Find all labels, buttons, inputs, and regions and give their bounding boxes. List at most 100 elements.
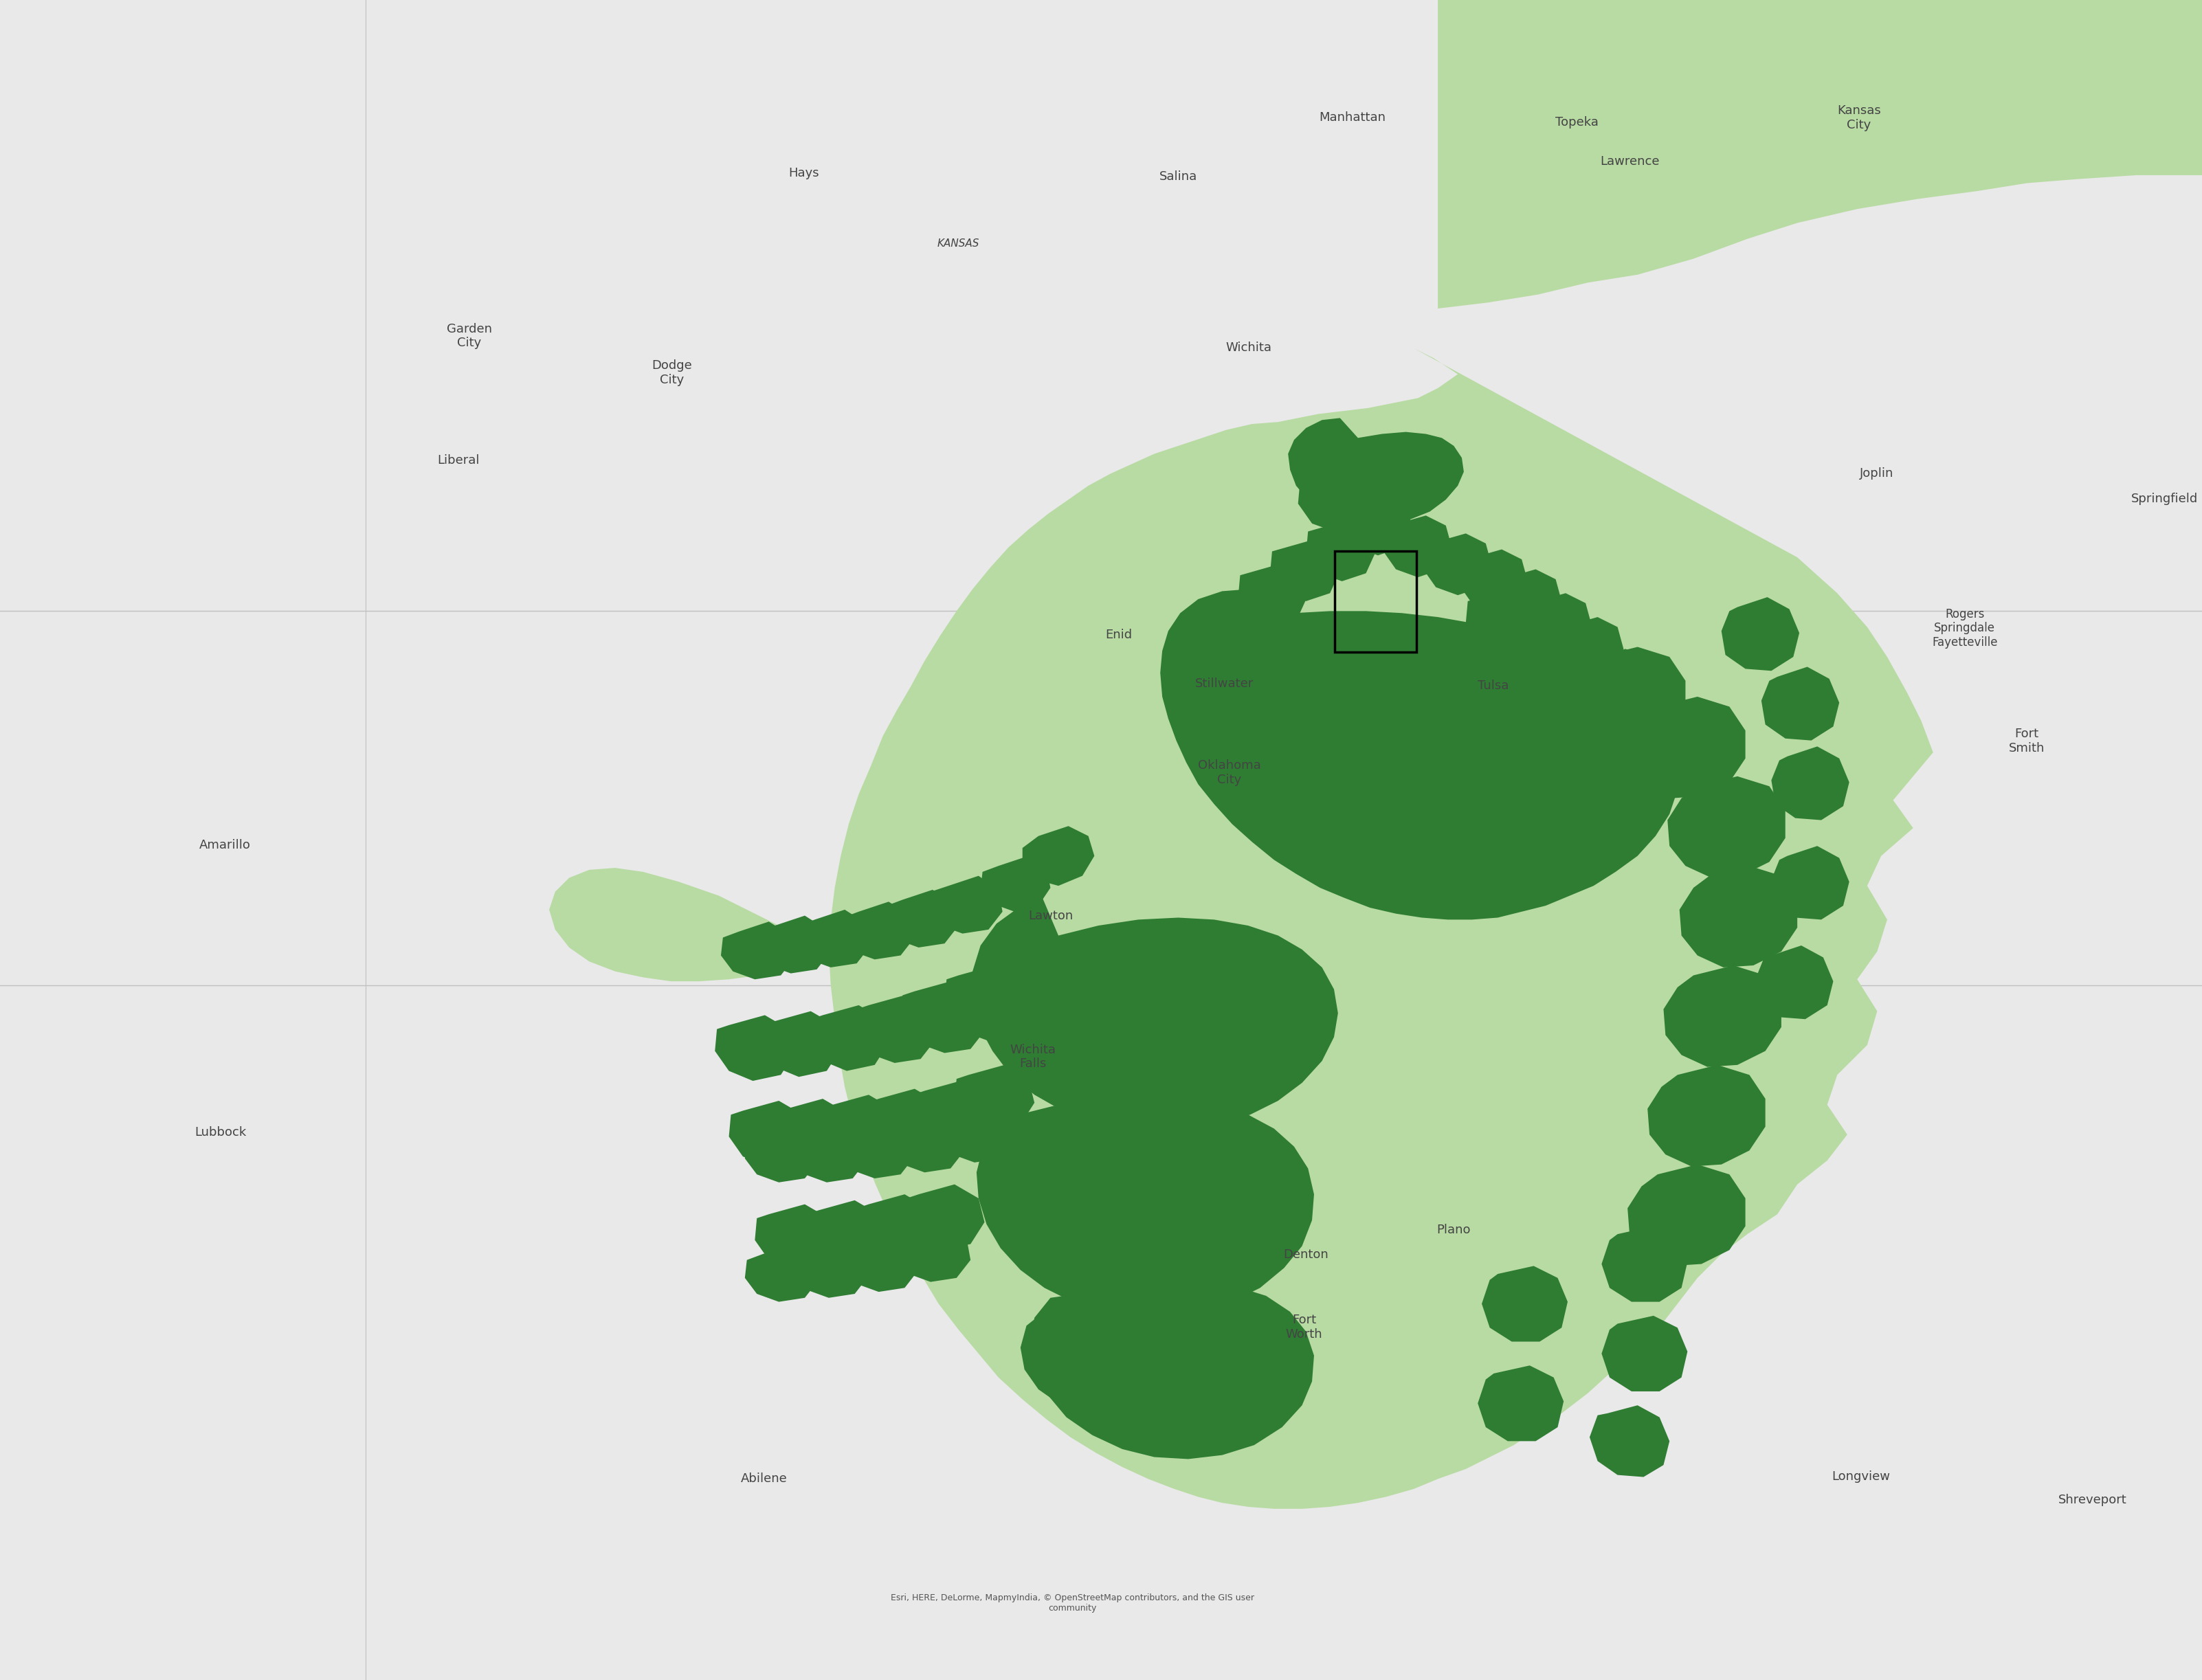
Polygon shape [1762,667,1839,741]
Text: Fort
Smith: Fort Smith [2008,727,2043,754]
Polygon shape [929,875,1002,934]
Text: Shreveport: Shreveport [2057,1494,2127,1507]
Polygon shape [744,1124,819,1183]
Polygon shape [1491,570,1561,632]
Polygon shape [901,981,980,1047]
Text: Fort
Worth: Fort Worth [1286,1314,1321,1341]
Polygon shape [1568,647,1685,748]
Polygon shape [1722,596,1799,670]
Polygon shape [854,1194,934,1260]
Polygon shape [1478,1366,1563,1441]
Polygon shape [1627,697,1744,798]
Polygon shape [865,1089,945,1154]
Polygon shape [755,1205,835,1270]
Polygon shape [940,1105,1015,1163]
Text: Stillwater: Stillwater [1196,677,1253,690]
Polygon shape [1755,946,1832,1020]
Polygon shape [1020,1294,1165,1410]
Text: Plano: Plano [1436,1223,1471,1236]
Text: Topeka: Topeka [1555,116,1599,129]
Polygon shape [762,1015,837,1074]
Text: Dodge
City: Dodge City [652,360,691,386]
Polygon shape [1381,516,1451,578]
Polygon shape [828,348,1933,1509]
Polygon shape [975,1097,1315,1315]
Polygon shape [841,902,914,959]
Polygon shape [808,1005,887,1070]
Bar [1334,551,1416,652]
Polygon shape [1297,470,1367,531]
Polygon shape [1667,776,1786,879]
Polygon shape [909,995,984,1053]
Text: Joplin: Joplin [1858,467,1894,480]
Text: Lubbock: Lubbock [194,1126,247,1139]
Text: Lawton: Lawton [1028,909,1072,922]
Polygon shape [854,995,934,1062]
Polygon shape [804,1200,885,1267]
Text: Rogers
Springdale
Fayetteville: Rogers Springdale Fayetteville [1931,608,1997,648]
Polygon shape [1271,539,1339,601]
Polygon shape [945,966,1024,1032]
Polygon shape [960,984,1035,1043]
Text: Longview: Longview [1832,1470,1889,1483]
Polygon shape [1341,494,1411,556]
Polygon shape [1605,685,1676,746]
Polygon shape [896,1225,971,1282]
Polygon shape [843,1235,918,1292]
Text: Oklahoma
City: Oklahoma City [1198,759,1260,786]
Polygon shape [905,1184,984,1250]
Polygon shape [797,909,870,968]
Text: Manhattan: Manhattan [1319,111,1385,124]
Polygon shape [1601,1315,1687,1391]
Polygon shape [1438,0,2202,309]
Polygon shape [1770,847,1850,919]
Polygon shape [953,1065,1035,1131]
Polygon shape [773,1099,852,1164]
Polygon shape [1678,865,1797,968]
Polygon shape [841,1121,914,1178]
Polygon shape [1614,906,1777,1164]
Polygon shape [810,1011,885,1068]
Polygon shape [1464,590,1535,650]
Text: Salina: Salina [1158,170,1198,183]
Text: Lawrence: Lawrence [1601,155,1658,168]
Polygon shape [1647,1065,1764,1166]
Text: KANSAS: KANSAS [936,239,980,249]
Text: Wichita
Falls: Wichita Falls [1011,1043,1055,1070]
Text: Enid: Enid [1105,628,1132,642]
Polygon shape [1238,563,1308,625]
Polygon shape [1770,746,1850,820]
Polygon shape [1663,966,1781,1067]
Text: Denton: Denton [1284,1248,1328,1262]
Polygon shape [909,1080,991,1146]
Polygon shape [720,922,795,979]
Polygon shape [1552,617,1623,679]
Text: Tulsa: Tulsa [1478,679,1508,692]
Polygon shape [793,1124,865,1183]
Text: Liberal: Liberal [436,454,480,467]
Polygon shape [1458,549,1528,612]
Polygon shape [1288,418,1464,524]
Text: Hays: Hays [788,166,819,180]
Polygon shape [1590,1404,1669,1477]
Polygon shape [1022,827,1094,885]
Polygon shape [716,1015,795,1080]
Polygon shape [890,1116,964,1173]
Polygon shape [819,1095,898,1161]
Polygon shape [716,1016,791,1075]
Text: Springfield: Springfield [2132,492,2198,506]
Polygon shape [1601,1226,1687,1302]
Polygon shape [729,1100,808,1166]
Text: Esri, HERE, DeLorme, MapmyIndia, © OpenStreetMap contributors, and the GIS user
: Esri, HERE, DeLorme, MapmyIndia, © OpenS… [890,1594,1255,1613]
Text: Garden
City: Garden City [447,323,491,349]
Text: Abilene: Abilene [740,1472,788,1485]
Polygon shape [1627,1164,1744,1267]
Polygon shape [1422,534,1491,595]
Polygon shape [1581,648,1652,711]
Polygon shape [885,890,958,948]
Text: Wichita: Wichita [1227,341,1271,354]
Polygon shape [1031,1280,1315,1458]
Polygon shape [760,1011,841,1077]
Polygon shape [1497,625,1568,687]
Polygon shape [1482,1267,1568,1342]
